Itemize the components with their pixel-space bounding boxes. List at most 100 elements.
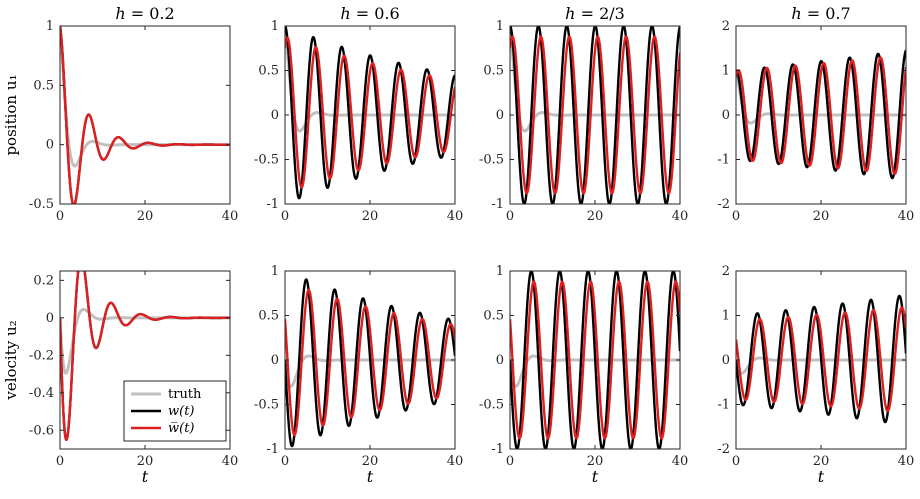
x-axis-label: t <box>592 467 599 486</box>
series-line-w̅(t) <box>736 306 906 413</box>
series-group <box>510 26 680 204</box>
y-tick-label: -1 <box>266 197 279 212</box>
series-line-w(t) <box>285 278 455 448</box>
y-tick-label: 1 <box>46 19 54 34</box>
series-group <box>60 271 230 441</box>
x-tick-label: 40 <box>447 209 464 224</box>
x-tick-label: 40 <box>898 209 915 224</box>
y-tick-label: 0 <box>722 353 730 368</box>
series-line-truth <box>285 26 455 133</box>
y-tick-label: 1 <box>496 264 504 279</box>
x-tick-label: 20 <box>137 454 154 469</box>
series-line-w(t) <box>60 26 230 204</box>
y-tick-label: -0.6 <box>29 423 54 438</box>
x-tick-label: 20 <box>137 209 154 224</box>
series-line-w(t) <box>736 294 906 424</box>
x-axis-label: t <box>818 467 825 486</box>
series-group <box>736 49 906 180</box>
y-tick-label: -0.2 <box>29 348 54 363</box>
series-line-w̅(t) <box>736 56 906 176</box>
subplot-title: h = 0.2 <box>115 4 174 23</box>
x-tick-label: 40 <box>672 454 689 469</box>
series-group <box>285 26 455 200</box>
y-tick-label: -1 <box>491 442 504 457</box>
y-tick-label: -2 <box>717 442 730 457</box>
y-tick-label: -1 <box>266 442 279 457</box>
y-tick-label: 1 <box>722 64 730 79</box>
series-line-w(t) <box>510 271 680 449</box>
x-tick-label: 0 <box>506 454 514 469</box>
series-line-w(t) <box>736 49 906 180</box>
subplot-title: h = 0.6 <box>340 4 399 23</box>
series-group <box>60 26 230 204</box>
legend-label: w(t) <box>168 404 195 419</box>
series-line-truth <box>60 307 230 375</box>
x-tick-label: 40 <box>672 209 689 224</box>
x-tick-label: 0 <box>281 209 289 224</box>
legend-label: w̅(t) <box>168 421 195 436</box>
subplot-6: 0 20 40 -1 -0.5 0 0.5 1 t <box>254 264 463 486</box>
y-tick-label: -0.4 <box>29 386 54 401</box>
y-tick-label: -0.5 <box>479 398 504 413</box>
x-tick-label: 0 <box>732 209 740 224</box>
y-tick-label: 1 <box>271 264 279 279</box>
series-line-w̅(t) <box>60 271 230 441</box>
subplot-title: h = 0.7 <box>791 4 850 23</box>
x-tick-label: 0 <box>506 209 514 224</box>
series-line-w̅(t) <box>285 288 455 437</box>
y-tick-label: -0.5 <box>254 398 279 413</box>
series-group <box>736 294 906 424</box>
series-line-truth <box>736 70 906 125</box>
y-axis-label: position u₁ <box>2 74 20 155</box>
subplot-title: h = 2/3 <box>565 4 625 23</box>
x-axis-label: t <box>367 467 374 486</box>
x-tick-label: 20 <box>813 454 830 469</box>
axes-box <box>59 25 231 205</box>
x-tick-label: 20 <box>813 209 830 224</box>
y-tick-label: 0 <box>496 353 504 368</box>
series-line-truth <box>510 26 680 133</box>
x-axis-label: t <box>142 467 149 486</box>
y-tick-label: 0 <box>496 108 504 123</box>
y-tick-label: -1 <box>717 398 730 413</box>
x-tick-label: 40 <box>222 454 239 469</box>
y-tick-label: 0 <box>46 138 54 153</box>
x-tick-label: 0 <box>56 454 64 469</box>
y-tick-label: 0 <box>722 108 730 123</box>
legend: truth w(t) w̅(t) <box>123 380 227 442</box>
series-group <box>510 271 680 449</box>
y-tick-label: 0 <box>46 311 54 326</box>
y-tick-label: 2 <box>722 19 730 34</box>
legend-label: truth <box>168 387 202 402</box>
x-tick-label: 20 <box>587 454 604 469</box>
y-tick-label: 0.2 <box>33 273 54 288</box>
y-tick-label: -0.5 <box>479 153 504 168</box>
subplot-7: 0 20 40 -1 -0.5 0 0.5 1 t <box>479 264 688 486</box>
x-tick-label: 20 <box>362 454 379 469</box>
y-tick-label: -0.5 <box>254 153 279 168</box>
x-tick-label: 20 <box>587 209 604 224</box>
x-tick-label: 40 <box>447 454 464 469</box>
y-tick-label: 0.5 <box>33 78 54 93</box>
y-tick-label: -1 <box>717 153 730 168</box>
y-tick-label: 0.5 <box>483 64 504 79</box>
y-tick-label: 2 <box>722 264 730 279</box>
x-tick-label: 40 <box>898 454 915 469</box>
y-axis-label: velocity u₂ <box>2 320 20 400</box>
subplot-2: 0 20 40 -1 -0.5 0 0.5 1 h = 0.6 <box>254 4 463 224</box>
y-tick-label: -1 <box>491 197 504 212</box>
y-tick-label: 1 <box>496 19 504 34</box>
y-tick-label: 0.5 <box>258 64 279 79</box>
y-tick-label: -2 <box>717 197 730 212</box>
y-tick-label: 1 <box>271 19 279 34</box>
x-tick-label: 0 <box>732 454 740 469</box>
y-tick-label: 0.5 <box>258 309 279 324</box>
x-tick-label: 40 <box>222 209 239 224</box>
subplot-8: 0 20 40 -2 -1 0 1 2 t <box>717 264 914 486</box>
series-line-w̅(t) <box>510 35 680 195</box>
x-tick-label: 0 <box>56 209 64 224</box>
x-tick-label: 0 <box>281 454 289 469</box>
subplot-4: 0 20 40 -2 -1 0 1 2 h = 0.7 <box>717 4 914 224</box>
